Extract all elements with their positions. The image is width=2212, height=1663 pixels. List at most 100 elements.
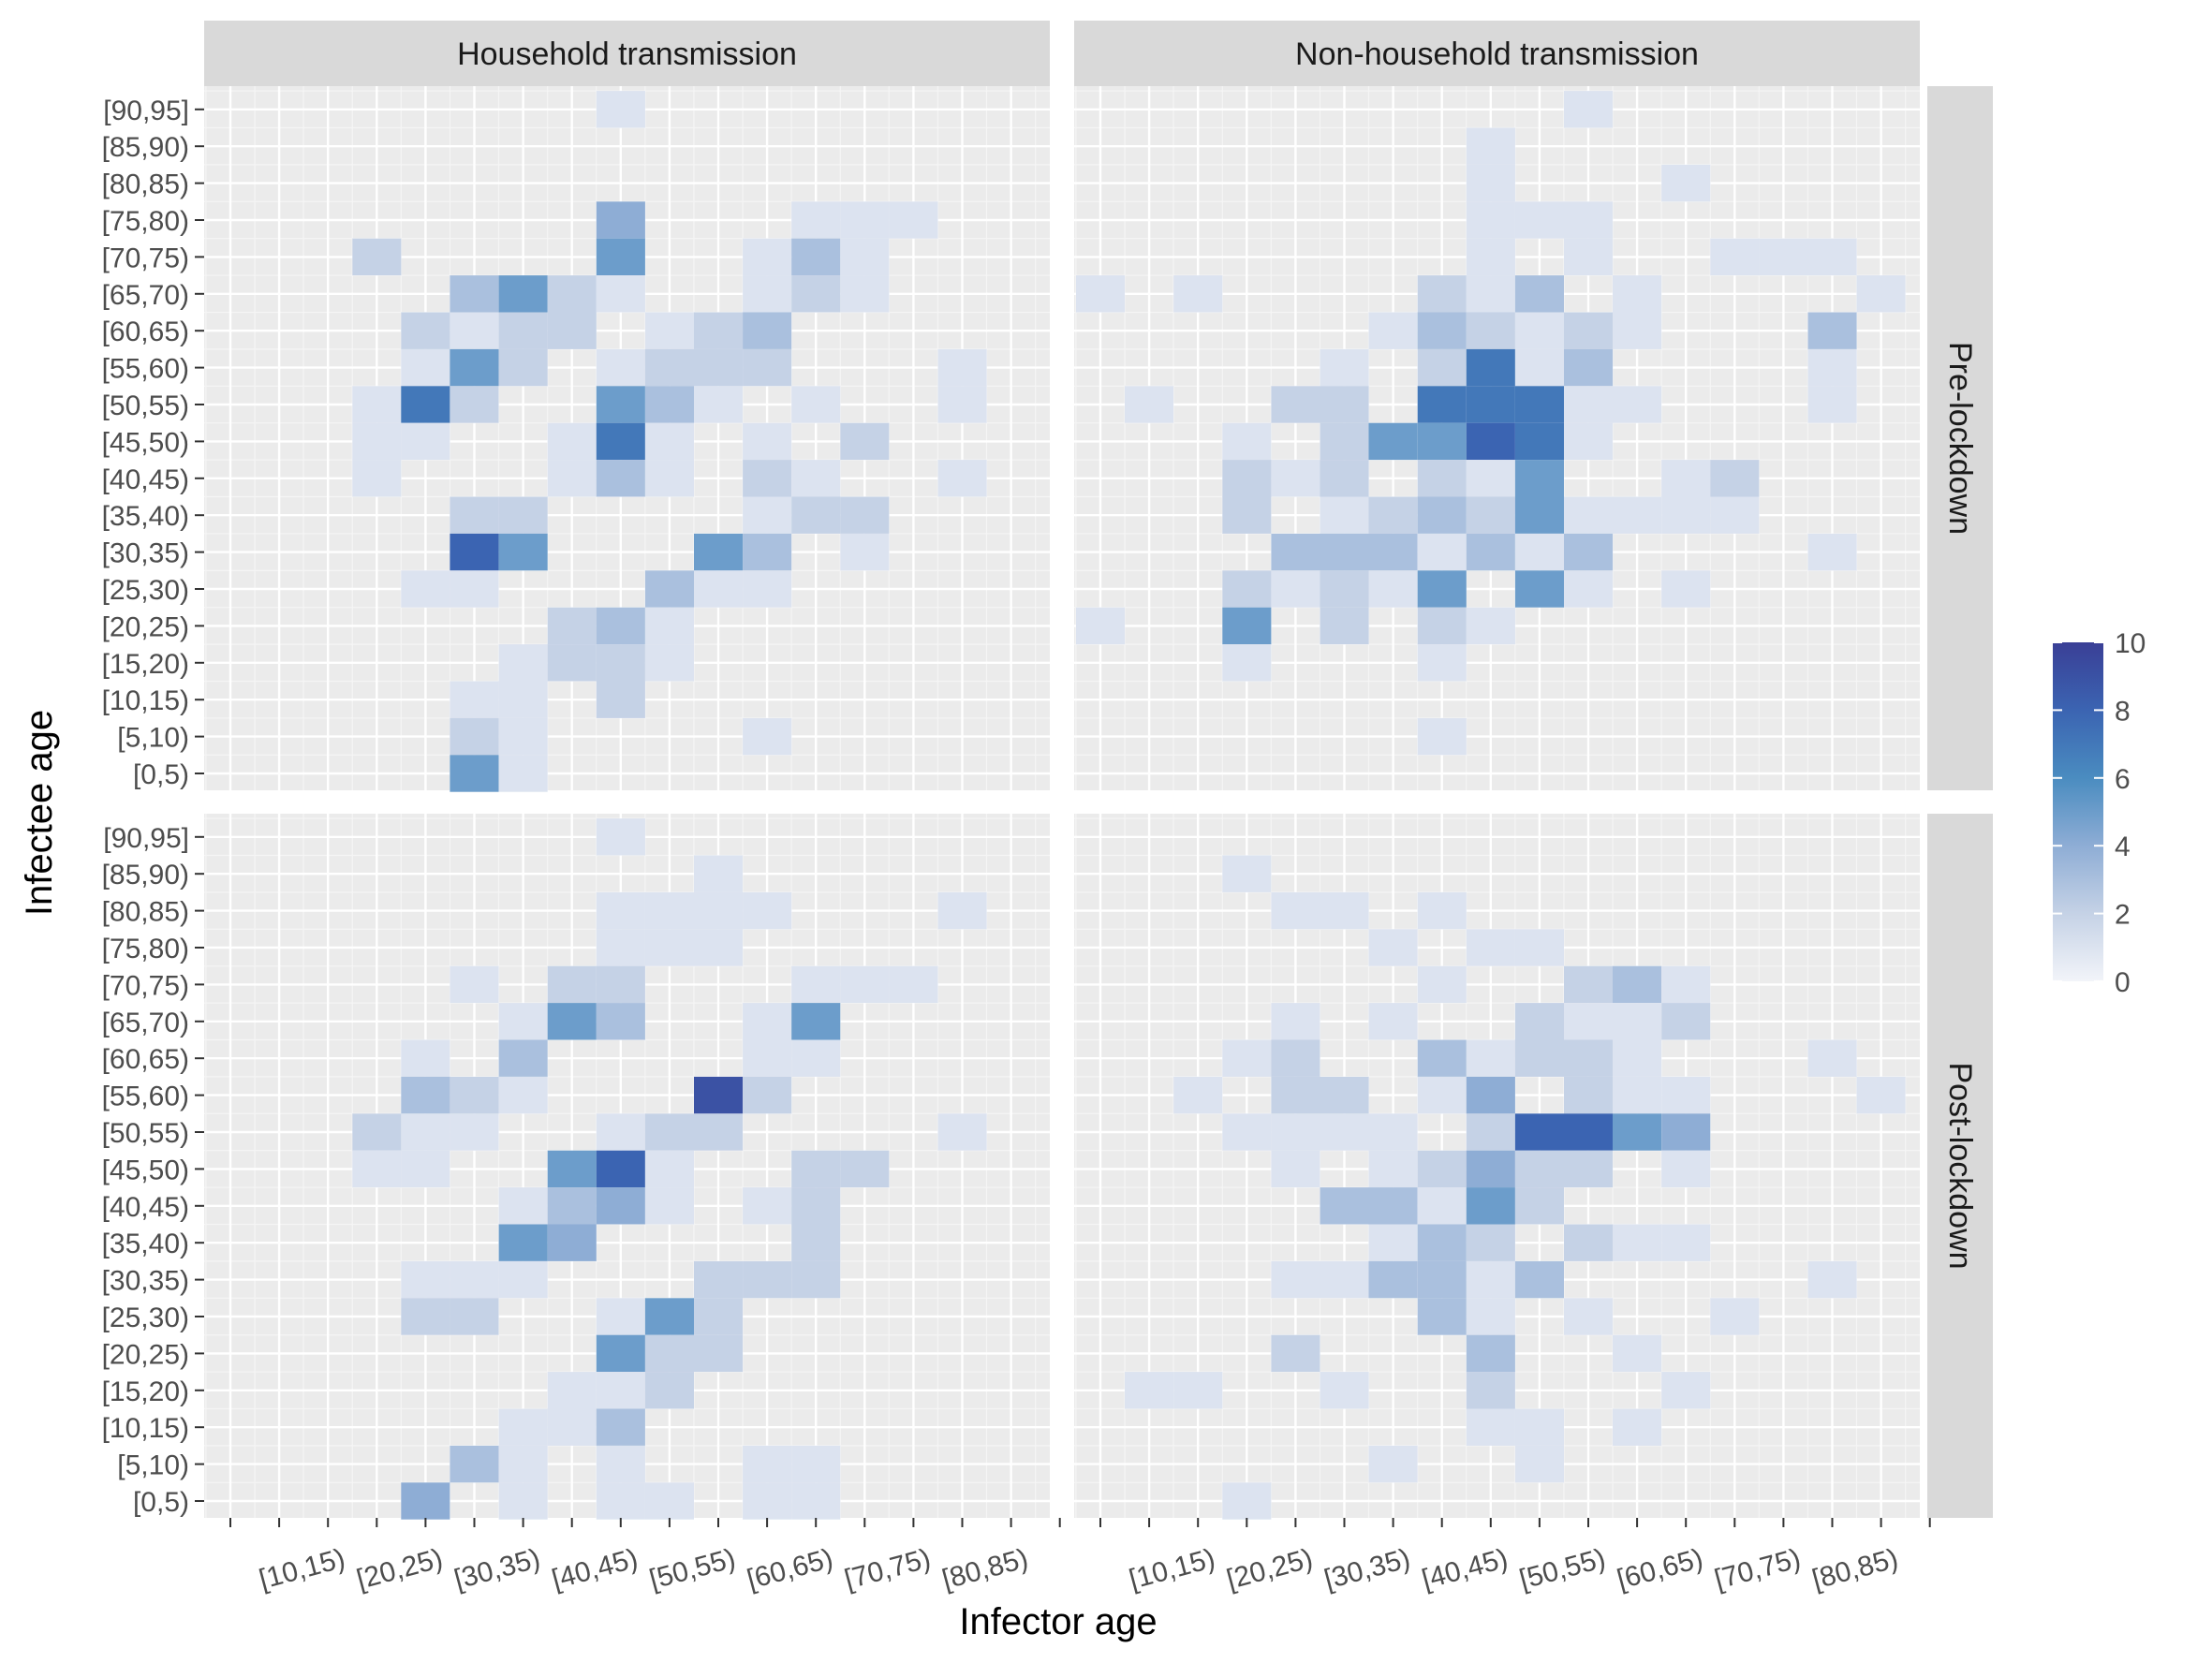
heatmap-tile: [35,40) → [45,50): 1 <box>547 422 597 461</box>
heatmap-tile: [60,65) → [35,40): 2 <box>791 1224 841 1261</box>
heatmap-tile: [60,65) → [40,45): 1 <box>791 460 841 497</box>
heatmap-tile: [30,35) → [35,40): 5 <box>498 1224 548 1261</box>
heatmap-tile: [60,65) → [55,60): 1 <box>1661 1076 1711 1114</box>
heatmap-tile: [30,35) → [30,35): 5 <box>498 533 548 571</box>
heatmap-tile: [75,80) → [50,55): 1 <box>937 1113 987 1151</box>
heatmap-tile: [35,40) → [30,35): 3 <box>1417 1260 1467 1299</box>
heatmap-tile: [20,25) → [55,60): 1 <box>401 348 450 387</box>
heatmap-tile: [30,35) → [75,80): 1 <box>1368 929 1418 966</box>
heatmap-tile: [30,35) → [10,15): 1 <box>498 1408 548 1446</box>
heatmap-tile: [60,65) → [70,75): 3 <box>791 238 841 276</box>
heatmap-tile: [20,25) → [25,30): 1 <box>401 570 450 608</box>
heatmap-tile: [30,35) → [5,10): 1 <box>1368 1445 1418 1483</box>
heatmap-tile: [45,50) → [75,80): 1 <box>1514 201 1564 239</box>
x-tick-label: [10,15) <box>1126 1543 1218 1596</box>
heatmap-tile: [30,35) → [5,10): 1 <box>498 717 548 756</box>
heatmap-tile: [35,40) → [55,60): 1 <box>1417 1076 1467 1114</box>
heatmap-tile: [25,30) → [30,35): 8 <box>450 533 499 571</box>
x-tick-label: [50,55) <box>1516 1543 1609 1596</box>
heatmap-tile: [50,55) → [70,75): 2 <box>1564 965 1614 1004</box>
heatmap-tile: [25,30) → [80,85): 1 <box>1320 891 1369 930</box>
heatmap-tile: [25,30) → [50,55): 2 <box>1320 386 1369 423</box>
heatmap-tile: [35,40) → [15,20): 1 <box>547 1372 597 1409</box>
heatmap-tile: [15,20) → [45,50): 1 <box>352 1150 402 1188</box>
heatmap-tile: [30,35) → [25,30): 1 <box>1368 570 1418 608</box>
heatmap-tile: [10,15) → [15,20): 1 <box>1173 1372 1223 1409</box>
heatmap-tile: [60,65) → [0,5): 1 <box>791 1482 841 1520</box>
heatmap-tile: [60,65) → [5,10): 1 <box>791 1445 841 1483</box>
heatmap-tile: [55,60) → [80,85): 1 <box>743 891 792 930</box>
heatmap-tile: [25,30) → [35,40): 2 <box>450 496 499 534</box>
heatmap-tile: [45,50) → [80,85): 1 <box>644 891 694 930</box>
heatmap-tile: [15,20) → [50,55): 1 <box>352 386 402 423</box>
heatmap-tile: [50,55) → [25,30): 1 <box>1564 1298 1614 1335</box>
heatmap-tile: [40,45) → [45,50): 8 <box>596 1150 645 1188</box>
heatmap-tile: [45,50) → [75,80): 1 <box>644 929 694 966</box>
heatmap-tile: [25,30) → [20,25): 2 <box>1320 607 1369 645</box>
heatmap-tile: [35,40) → [25,30): 3 <box>1417 1298 1467 1335</box>
heatmap-tile: [55,60) → [70,75): 1 <box>743 238 792 276</box>
heatmap-tile: [40,45) → [40,45): 5 <box>1466 1187 1515 1225</box>
heatmap-tile: [50,55) → [25,30): 2 <box>694 1298 744 1335</box>
heatmap-tile: [50,55) → [55,60): 9 <box>694 1076 744 1114</box>
heatmap-tile: [75,80) → [70,75): 1 <box>1807 238 1857 276</box>
y-tick-label: [75,80) <box>102 934 189 964</box>
heatmap-tile: [40,45) → [90,95]: 1 <box>596 91 645 128</box>
heatmap-tile: [20,25) → [40,45): 1 <box>1271 460 1320 497</box>
heatmap-tile: [55,60) → [20,25): 1 <box>1613 1334 1662 1373</box>
heatmap-tile: [15,20) → [50,55): 2 <box>352 1113 402 1151</box>
heatmap-tile: [20,25) → [45,50): 1 <box>401 1150 450 1188</box>
heatmap-tile: [55,60) → [65,70): 1 <box>1613 1003 1662 1040</box>
heatmap-tile: [60,65) → [35,40): 1 <box>1661 1224 1711 1261</box>
heatmap-tile: [30,35) → [35,40): 2 <box>498 496 548 534</box>
facet-strip <box>204 21 1050 86</box>
heatmap-tile: [75,80) → [60,65): 1 <box>1807 1039 1857 1077</box>
heatmap-tile: [35,40) → [70,75): 2 <box>547 965 597 1004</box>
heatmap-tile: [10,15) → [65,70): 1 <box>1173 275 1223 313</box>
heatmap-tile: [45,50) → [50,55): 8 <box>1514 1113 1564 1151</box>
heatmap-tile: [45,50) → [50,55): 7 <box>1514 386 1564 423</box>
heatmap-tile: [40,45) → [15,20): 1 <box>596 1372 645 1409</box>
heatmap-tile: [55,60) → [5,10): 1 <box>743 1445 792 1483</box>
heatmap-tile: [40,45) → [60,65): 2 <box>1466 312 1515 349</box>
y-tick-label: [10,15) <box>102 685 189 716</box>
heatmap-tile: [15,20) → [45,50): 1 <box>1222 422 1272 461</box>
heatmap-tile: [40,45) → [20,25): 5 <box>596 1334 645 1373</box>
heatmap-tile: [20,25) → [25,30): 1 <box>1271 570 1320 608</box>
heatmap-tile: [35,40) → [40,45): 3 <box>547 1187 597 1225</box>
heatmap-tile: [35,40) → [20,25): 2 <box>1417 607 1467 645</box>
heatmap-tile: [40,45) → [65,70): 1 <box>596 275 645 313</box>
heatmap-tile: [25,30) → [50,55): 1 <box>1320 1113 1369 1151</box>
heatmap-tile: [60,65) → [50,55): 1 <box>791 386 841 423</box>
heatmap-tile: [45,50) → [55,60): 2 <box>644 348 694 387</box>
heatmap-tile: [55,60) → [55,60): 2 <box>743 1076 792 1114</box>
heatmap-tile: [50,55) → [70,75): 1 <box>1564 238 1614 276</box>
heatmap-tile: [40,45) → [75,80): 1 <box>1466 929 1515 966</box>
heatmap-tile: [80,85) → [65,70): 1 <box>1856 275 1906 313</box>
y-tick-label: [50,55) <box>102 1118 189 1149</box>
heatmap-tile: [55,60) → [65,70): 1 <box>1613 275 1662 313</box>
heatmap-tile: [15,20) → [35,40): 2 <box>1222 496 1272 534</box>
heatmap-tile: [50,55) → [60,65): 2 <box>1564 1039 1614 1077</box>
heatmap-tile: [40,45) → [55,60): 7 <box>1466 348 1515 387</box>
heatmap-tile: [70,75) → [75,80): 1 <box>889 201 938 239</box>
heatmap-tile: [60,65) → [65,70): 2 <box>791 275 841 313</box>
y-tick-label: [35,40) <box>102 1229 189 1259</box>
y-tick-label: [0,5) <box>133 759 189 790</box>
heatmap-tile: [20,25) → [45,50): 1 <box>401 422 450 461</box>
heatmap-tile: [40,45) → [10,15): 2 <box>596 681 645 718</box>
heatmap-tile: [40,45) → [45,50): 4 <box>1466 1150 1515 1188</box>
heatmap-tile: [45,50) → [40,45): 1 <box>644 1187 694 1225</box>
heatmap-tile: [45,50) → [15,20): 2 <box>644 1372 694 1409</box>
heatmap-tile: [35,40) → [65,70): 2 <box>547 275 597 313</box>
heatmap-tile: [60,65) → [30,35): 2 <box>791 1260 841 1299</box>
heatmap-tile: [40,45) → [75,80): 1 <box>1466 201 1515 239</box>
y-tick-label: [30,35) <box>102 1266 189 1297</box>
heatmap-tile: [20,25) → [60,65): 2 <box>401 312 450 349</box>
x-tick-label: [30,35) <box>451 1543 544 1596</box>
heatmap-tile: [35,40) → [60,65): 2 <box>547 312 597 349</box>
heatmap-tile: [50,55) → [45,50): 2 <box>1564 1150 1614 1188</box>
heatmap-tile: [55,60) → [40,45): 1 <box>743 1187 792 1225</box>
heatmap-tile: [40,45) → [50,55): 5 <box>596 386 645 423</box>
